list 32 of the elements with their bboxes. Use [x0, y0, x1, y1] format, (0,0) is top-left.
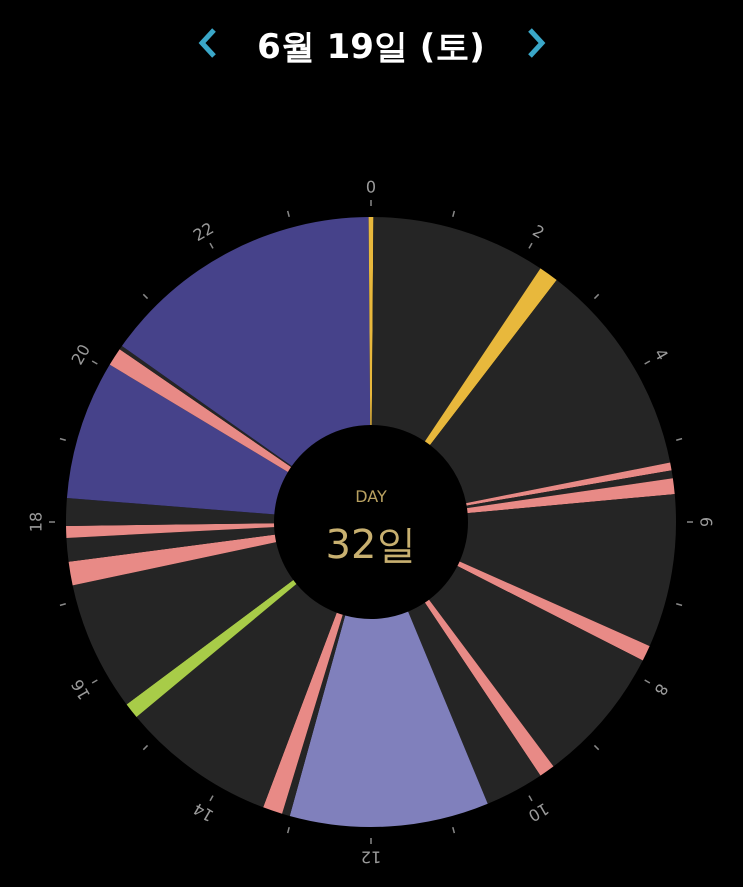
donut-slice [66, 527, 275, 562]
donut-slice [122, 217, 370, 466]
donut-slice [466, 462, 672, 506]
text: 22 [190, 218, 218, 246]
text: 16 [67, 676, 94, 704]
donut-slice [429, 566, 643, 766]
donut-slice [66, 498, 274, 526]
donut-slice [430, 280, 670, 504]
donut-slice [68, 534, 276, 586]
donut-slice [424, 268, 557, 446]
donut-slice [126, 580, 296, 718]
text: 8 [650, 680, 672, 699]
donut-slice [66, 364, 288, 514]
text: DAY [355, 487, 387, 506]
text: 2 [529, 221, 548, 243]
donut-slice [460, 494, 676, 646]
text: 12 [360, 848, 382, 867]
donut-slice [66, 523, 274, 538]
text: 14 [190, 798, 218, 826]
donut-slice [72, 542, 294, 704]
donut-slice [408, 602, 540, 804]
text: 10 [524, 798, 552, 826]
text: 32일 [326, 522, 416, 568]
text: 6 [696, 516, 716, 528]
chart-title: 6월 19일 (토) [257, 27, 485, 67]
text: 4 [650, 345, 672, 364]
text: 0 [366, 177, 376, 196]
text: 18 [26, 512, 46, 532]
text: 20 [67, 340, 94, 368]
donut-slice [424, 600, 554, 776]
donut-slice [263, 612, 343, 814]
donut-slice [290, 612, 488, 827]
